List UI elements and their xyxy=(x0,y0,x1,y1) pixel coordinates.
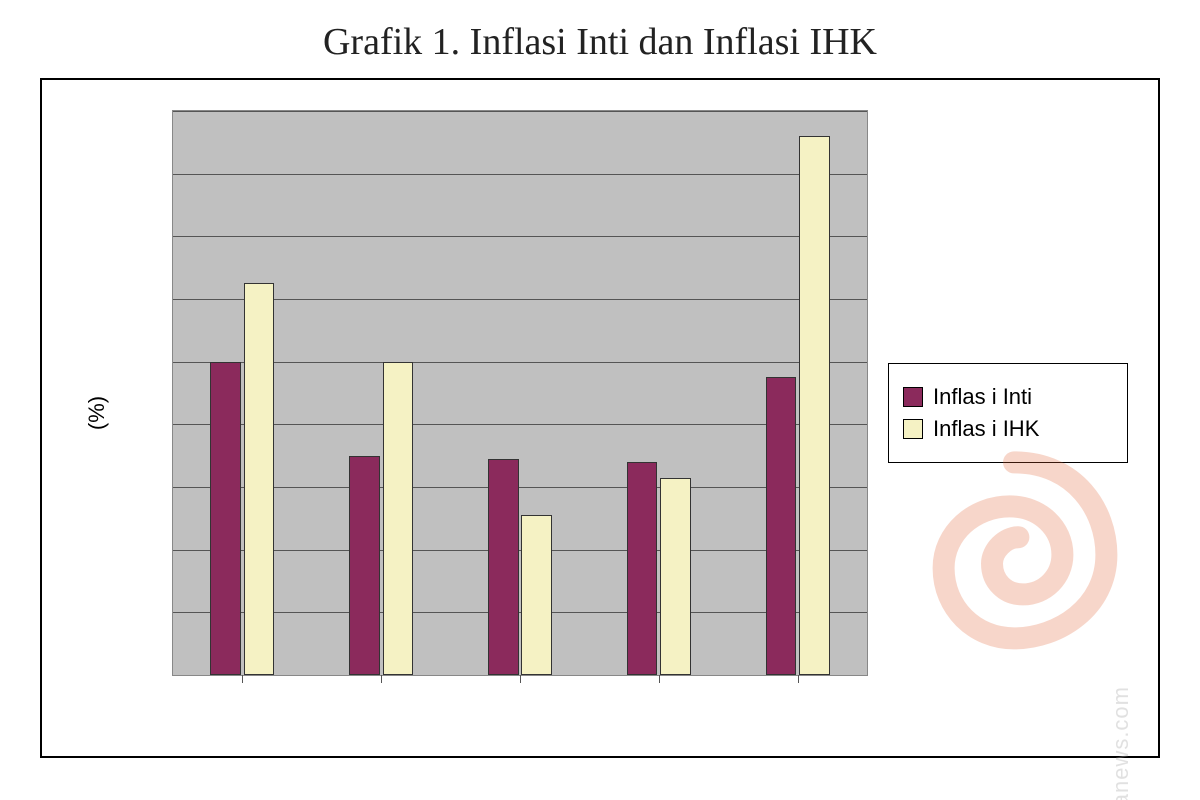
gridline xyxy=(173,550,867,551)
y-tick-label: 16.0 xyxy=(0,162,163,185)
gridline xyxy=(173,612,867,613)
y-tick-label: 0.0 xyxy=(0,664,163,687)
gridline xyxy=(173,111,867,112)
bar xyxy=(383,362,414,675)
watermark-swirl-icon xyxy=(904,436,1124,656)
bar xyxy=(766,377,797,675)
legend-swatch xyxy=(903,387,923,407)
legend-item: Inflas i IHK xyxy=(903,416,1113,442)
bar xyxy=(244,283,275,675)
chart-title: Grafik 1. Inflasi Inti dan Inflasi IHK xyxy=(40,20,1160,64)
swirl-path xyxy=(944,462,1107,638)
bar xyxy=(349,456,380,675)
legend: Inflas i Inti Inflas i IHK xyxy=(888,363,1128,463)
y-tick-label: 10.0 xyxy=(0,350,163,373)
page: Grafik 1. Inflasi Inti dan Inflasi IHK (… xyxy=(0,0,1200,800)
chart-frame: (%) 0.02.04.06.08.010.012.014.016.018.0 … xyxy=(40,78,1160,758)
legend-item: Inflas i Inti xyxy=(903,384,1113,410)
x-tick xyxy=(242,675,243,683)
gridline xyxy=(173,424,867,425)
gridline xyxy=(173,362,867,363)
y-tick-label: 6.0 xyxy=(0,476,163,499)
gridline xyxy=(173,174,867,175)
plot-wrap: 0.02.04.06.08.010.012.014.016.018.0 xyxy=(172,110,868,716)
bar xyxy=(210,362,241,675)
legend-swatch xyxy=(903,419,923,439)
watermark-text: www.antaranews.com xyxy=(1108,686,1134,800)
y-tick-label: 8.0 xyxy=(0,413,163,436)
y-tick-label: 18.0 xyxy=(0,100,163,123)
x-tick xyxy=(381,675,382,683)
bar xyxy=(488,459,519,675)
x-tick xyxy=(520,675,521,683)
y-tick-label: 2.0 xyxy=(0,601,163,624)
x-tick xyxy=(659,675,660,683)
bar xyxy=(660,478,691,675)
x-tick xyxy=(798,675,799,683)
bar xyxy=(521,515,552,675)
gridline xyxy=(173,236,867,237)
y-tick-label: 4.0 xyxy=(0,538,163,561)
legend-label: Inflas i IHK xyxy=(933,416,1039,442)
bar xyxy=(627,462,658,675)
gridline xyxy=(173,299,867,300)
chart-column: (%) 0.02.04.06.08.010.012.014.016.018.0 xyxy=(82,110,868,716)
plot-area: 0.02.04.06.08.010.012.014.016.018.0 xyxy=(172,110,868,676)
y-tick-label: 14.0 xyxy=(0,225,163,248)
legend-label: Inflas i Inti xyxy=(933,384,1032,410)
gridline xyxy=(173,487,867,488)
bar xyxy=(799,136,830,675)
y-tick-label: 12.0 xyxy=(0,288,163,311)
